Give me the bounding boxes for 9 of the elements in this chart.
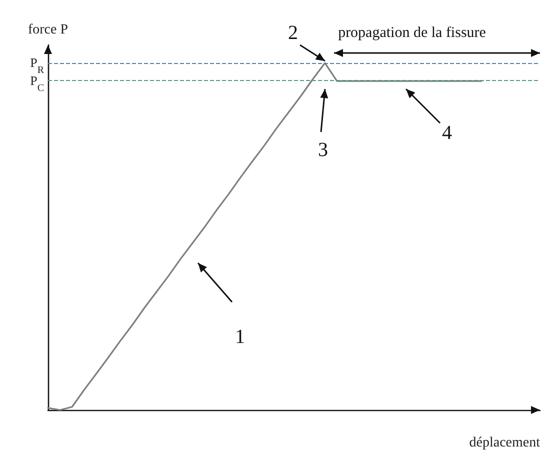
x-axis-title: déplacement xyxy=(469,436,540,450)
text: 2 xyxy=(288,22,298,44)
annotation: 4 xyxy=(442,122,452,144)
annotation: 3 xyxy=(318,139,328,161)
text: propagation de la fissure xyxy=(338,25,486,41)
ref-line-label: P$_{R}$ xyxy=(30,55,44,76)
annotation: 1 xyxy=(235,326,245,348)
y-axis-title: force P xyxy=(28,22,68,38)
ref-line-label: P$_{C}$ xyxy=(30,73,44,94)
